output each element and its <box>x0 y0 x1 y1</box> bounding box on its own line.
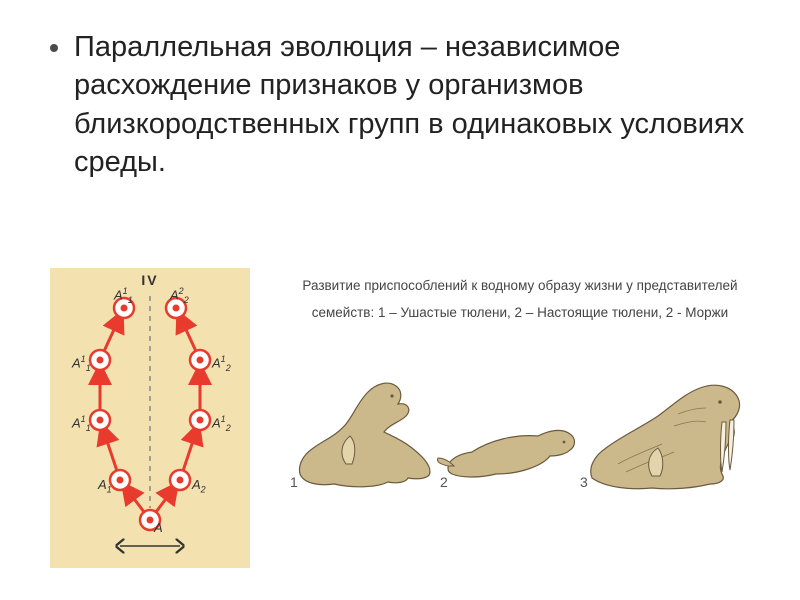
content-row: IV AA1A2A11A12A11A12A11A22 <box>50 268 760 568</box>
right-column: Развитие приспособлений к водному образу… <box>250 268 760 494</box>
diagram-node-label: A11 <box>72 354 91 373</box>
caption-line2: семейств: 1 – Ушастые тюлени, 2 – Настоя… <box>312 305 728 320</box>
animal-number-1: 1 <box>290 474 298 490</box>
bullet-row: Параллельная эволюция – независимое расх… <box>50 28 760 181</box>
caption-line1: Развитие приспособлений к водному образу… <box>302 278 737 293</box>
slide: Параллельная эволюция – независимое расх… <box>0 0 800 600</box>
diagram-node-label: A22 <box>170 286 189 305</box>
diagram-node-label: A12 <box>212 414 231 433</box>
diagram-node-label: A2 <box>192 477 206 495</box>
diagram-node-label: A11 <box>72 414 91 433</box>
animal-number-3: 3 <box>580 474 588 490</box>
headline-text: Параллельная эволюция – независимое расх… <box>74 28 760 181</box>
animals-figure: 1 2 3 <box>280 344 750 494</box>
diagram-node-label: A <box>154 520 163 535</box>
bullet-dot-icon <box>50 44 58 52</box>
animal-number-2: 2 <box>440 474 448 490</box>
phylogeny-diagram: IV AA1A2A11A12A11A12A11A22 <box>50 268 250 568</box>
diagram-node-label: A1 <box>98 477 112 495</box>
animals-svg <box>280 344 750 494</box>
diagram-node-label: A11 <box>114 286 133 305</box>
diagram-node-label: A12 <box>212 354 231 373</box>
animals-caption: Развитие приспособлений к водному образу… <box>280 272 760 326</box>
